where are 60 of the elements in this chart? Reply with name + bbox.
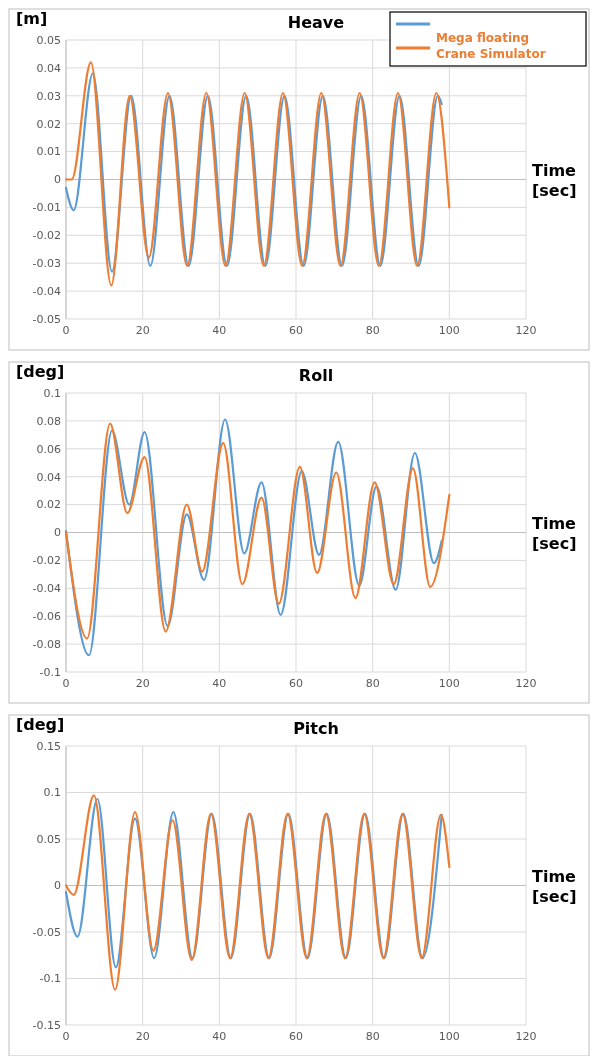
x-tick-label: 60: [289, 324, 303, 337]
y-tick-label: 0: [54, 879, 61, 893]
y-tick-label: 0.08: [36, 414, 61, 428]
chart-title: Heave: [287, 13, 345, 32]
y-tick-label: 0.01: [36, 145, 61, 159]
y-tick-label: -0.05: [32, 312, 61, 326]
x-tick-label: 20: [135, 1030, 150, 1043]
y-tick-label: -0.02: [32, 229, 61, 243]
y-tick-label: 0.03: [36, 89, 61, 103]
y-tick-label: -0.1: [39, 665, 61, 679]
x-tick-label: 40: [212, 324, 227, 337]
y-tick-label: -0.06: [32, 610, 61, 624]
x-tick-label: 40: [212, 677, 227, 690]
x-tick-label: 0: [62, 324, 70, 337]
x-tick-label: 80: [365, 677, 380, 690]
x-tick-label: 20: [135, 677, 150, 690]
x-tick-label: 100: [438, 1030, 460, 1043]
x-axis-title: Time [sec]: [532, 866, 577, 906]
y-tick-label: 0.1: [43, 786, 61, 800]
y-tick-label: -0.01: [32, 201, 61, 215]
x-tick-label: 60: [289, 677, 303, 690]
y-tick-label: 0: [54, 526, 61, 540]
x-tick-label: 60: [289, 1030, 303, 1043]
legend-label: Mega floating Crane Simulator: [436, 31, 546, 61]
x-tick-label: 120: [515, 324, 537, 337]
y-axis-title: [deg]: [16, 715, 65, 734]
x-axis-title: Time [sec]: [532, 160, 577, 200]
y-tick-label: -0.1: [39, 972, 61, 986]
y-axis-title: [deg]: [16, 362, 65, 381]
x-tick-label: 0: [62, 1030, 70, 1043]
chart-title: Roll: [298, 366, 334, 385]
y-tick-label: 0.04: [36, 61, 61, 75]
y-tick-label: 0.02: [36, 117, 61, 131]
y-tick-label: 0.04: [36, 470, 61, 484]
x-tick-label: 120: [515, 677, 537, 690]
x-tick-label: 0: [62, 677, 70, 690]
y-tick-label: 0.02: [36, 498, 61, 512]
x-tick-label: 80: [365, 324, 380, 337]
x-tick-label: 40: [212, 1030, 227, 1043]
x-tick-label: 80: [365, 1030, 380, 1043]
y-tick-label: 0: [54, 173, 61, 187]
x-axis-title: Time [sec]: [532, 513, 577, 553]
y-tick-label: 0.15: [36, 739, 61, 753]
x-tick-label: 100: [438, 677, 460, 690]
y-tick-label: -0.04: [32, 284, 61, 298]
y-tick-label: -0.02: [32, 554, 61, 568]
y-tick-label: -0.05: [32, 925, 61, 939]
chart-title: Pitch: [293, 719, 339, 738]
x-tick-label: 20: [135, 324, 150, 337]
y-tick-label: -0.03: [32, 257, 61, 271]
y-tick-label: 0.05: [36, 832, 61, 846]
x-tick-label: 120: [515, 1030, 537, 1043]
y-axis-title: [m]: [16, 9, 48, 28]
y-tick-label: -0.15: [32, 1018, 61, 1032]
x-tick-label: 100: [438, 324, 460, 337]
y-tick-label: 0.06: [36, 442, 61, 456]
y-tick-label: -0.08: [32, 637, 61, 651]
y-tick-label: -0.04: [32, 582, 61, 596]
y-tick-label: 0.1: [43, 386, 61, 400]
y-tick-label: 0.05: [36, 33, 61, 47]
